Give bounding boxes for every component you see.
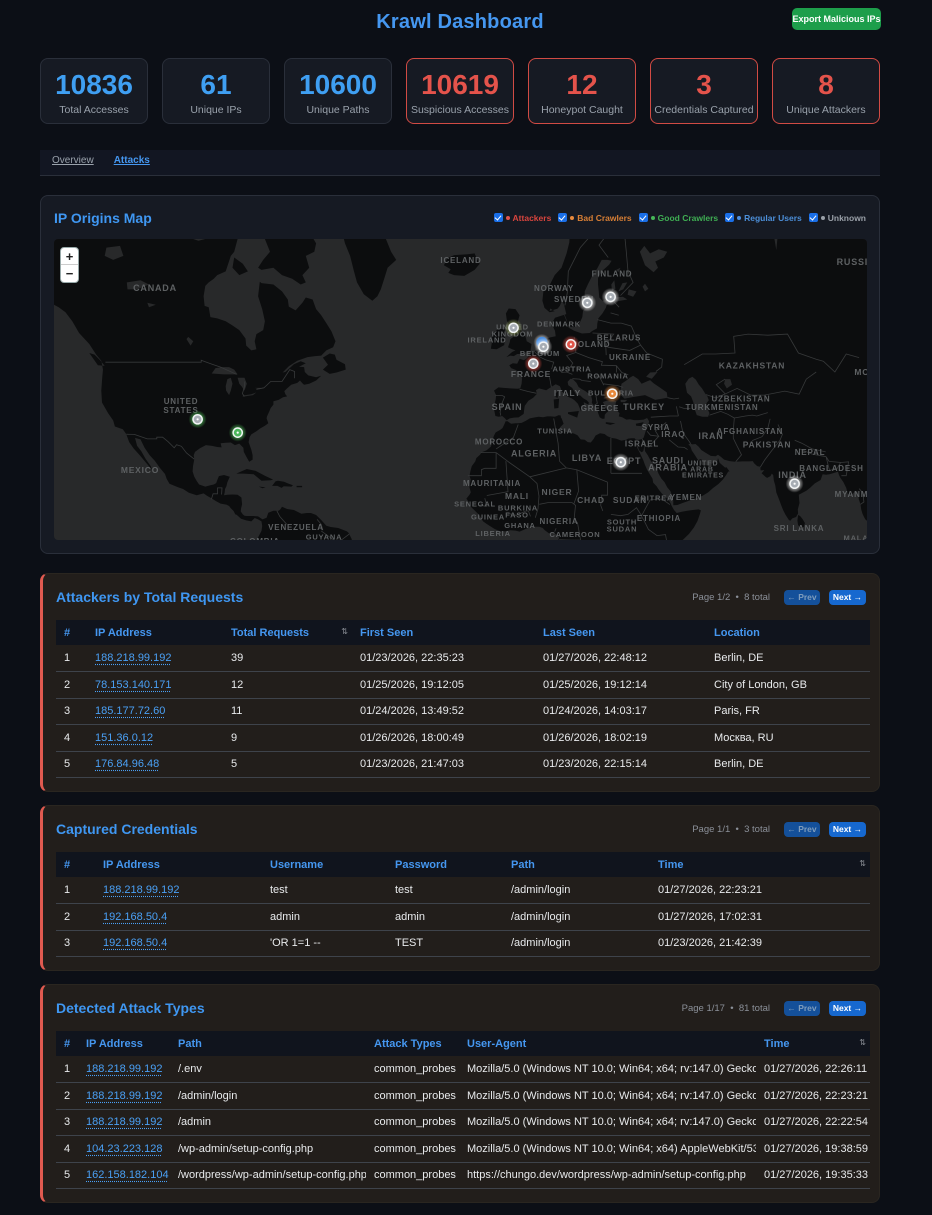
svg-text:UZBEKISTAN: UZBEKISTAN bbox=[712, 394, 771, 403]
svg-text:SUDAN: SUDAN bbox=[613, 495, 647, 505]
svg-text:ROMANIA: ROMANIA bbox=[587, 372, 628, 381]
svg-text:GREECE: GREECE bbox=[581, 404, 620, 413]
svg-text:CAMEROON: CAMEROON bbox=[550, 530, 601, 539]
svg-text:GUYANA: GUYANA bbox=[306, 533, 343, 540]
svg-text:MOROCCO: MOROCCO bbox=[475, 437, 523, 446]
svg-text:BURKINA: BURKINA bbox=[498, 504, 538, 513]
svg-text:TUNISIA: TUNISIA bbox=[537, 427, 573, 436]
svg-text:CANADA: CANADA bbox=[133, 283, 177, 293]
svg-text:SYRIA: SYRIA bbox=[642, 423, 670, 432]
svg-text:GUINEA: GUINEA bbox=[471, 513, 505, 522]
svg-text:ISRAEL: ISRAEL bbox=[625, 439, 659, 448]
svg-text:TURKEY: TURKEY bbox=[623, 402, 665, 412]
svg-text:SAUDI: SAUDI bbox=[652, 456, 684, 466]
svg-text:KAZAKHSTAN: KAZAKHSTAN bbox=[719, 361, 785, 371]
svg-text:POLAND: POLAND bbox=[572, 340, 611, 349]
svg-text:MONGOLIA: MONGOLIA bbox=[854, 367, 867, 377]
svg-text:MAURITANIA: MAURITANIA bbox=[463, 479, 521, 488]
svg-text:MALI: MALI bbox=[505, 491, 529, 501]
svg-text:TURKMENISTAN: TURKMENISTAN bbox=[685, 403, 758, 412]
svg-text:UKRAINE: UKRAINE bbox=[609, 353, 651, 362]
svg-text:LIBYA: LIBYA bbox=[572, 453, 602, 463]
svg-text:BANGLADESH: BANGLADESH bbox=[799, 464, 863, 473]
svg-text:NIGERIA: NIGERIA bbox=[540, 517, 579, 526]
svg-text:ERITREA: ERITREA bbox=[635, 494, 674, 503]
svg-text:COLOMBIA: COLOMBIA bbox=[230, 537, 280, 540]
svg-text:SENEGAL: SENEGAL bbox=[454, 500, 496, 509]
svg-text:ETHIOPIA: ETHIOPIA bbox=[637, 514, 681, 523]
svg-text:RUSSIA: RUSSIA bbox=[837, 257, 867, 267]
svg-text:MALAYSIA: MALAYSIA bbox=[844, 534, 867, 540]
svg-text:SPAIN: SPAIN bbox=[492, 402, 523, 412]
svg-text:EMIRATES: EMIRATES bbox=[682, 473, 724, 480]
svg-text:FRANCE: FRANCE bbox=[511, 369, 551, 379]
svg-text:IRELAND: IRELAND bbox=[468, 336, 507, 345]
svg-text:FASO: FASO bbox=[505, 511, 529, 520]
svg-text:PAKISTAN: PAKISTAN bbox=[743, 440, 792, 450]
svg-text:DENMARK: DENMARK bbox=[537, 320, 581, 329]
svg-text:AUSTRIA: AUSTRIA bbox=[553, 365, 592, 374]
svg-text:GHANA: GHANA bbox=[504, 521, 536, 530]
svg-text:NEPAL: NEPAL bbox=[795, 448, 826, 457]
svg-text:UNITED: UNITED bbox=[688, 461, 719, 468]
svg-text:YEMEN: YEMEN bbox=[670, 493, 702, 502]
svg-text:VENEZUELA: VENEZUELA bbox=[268, 523, 324, 532]
svg-text:AFGHANISTAN: AFGHANISTAN bbox=[717, 427, 783, 436]
svg-text:FINLAND: FINLAND bbox=[592, 269, 633, 278]
svg-text:MEXICO: MEXICO bbox=[121, 465, 159, 475]
svg-text:BELARUS: BELARUS bbox=[597, 333, 641, 342]
svg-text:NORWAY: NORWAY bbox=[534, 284, 574, 293]
svg-text:ICELAND: ICELAND bbox=[440, 256, 481, 265]
svg-text:SUDAN: SUDAN bbox=[607, 525, 638, 534]
svg-text:ARABIA: ARABIA bbox=[648, 463, 688, 473]
svg-text:ARAB: ARAB bbox=[690, 467, 713, 474]
svg-text:SWEDEN: SWEDEN bbox=[554, 295, 594, 304]
svg-text:CHAD: CHAD bbox=[577, 495, 605, 505]
svg-text:IRAQ: IRAQ bbox=[661, 429, 685, 439]
svg-text:NIGER: NIGER bbox=[542, 487, 573, 497]
svg-text:IRAN: IRAN bbox=[698, 431, 723, 441]
svg-text:SRI LANKA: SRI LANKA bbox=[774, 524, 825, 533]
svg-text:STATES: STATES bbox=[163, 406, 198, 415]
svg-text:UNITED: UNITED bbox=[164, 397, 199, 406]
svg-text:MYANMAR: MYANMAR bbox=[835, 490, 867, 499]
svg-text:ITALY: ITALY bbox=[554, 388, 581, 398]
svg-text:ALGERIA: ALGERIA bbox=[511, 449, 557, 459]
svg-text:SOUTH: SOUTH bbox=[607, 518, 637, 527]
svg-text:LIBERIA: LIBERIA bbox=[475, 529, 511, 538]
